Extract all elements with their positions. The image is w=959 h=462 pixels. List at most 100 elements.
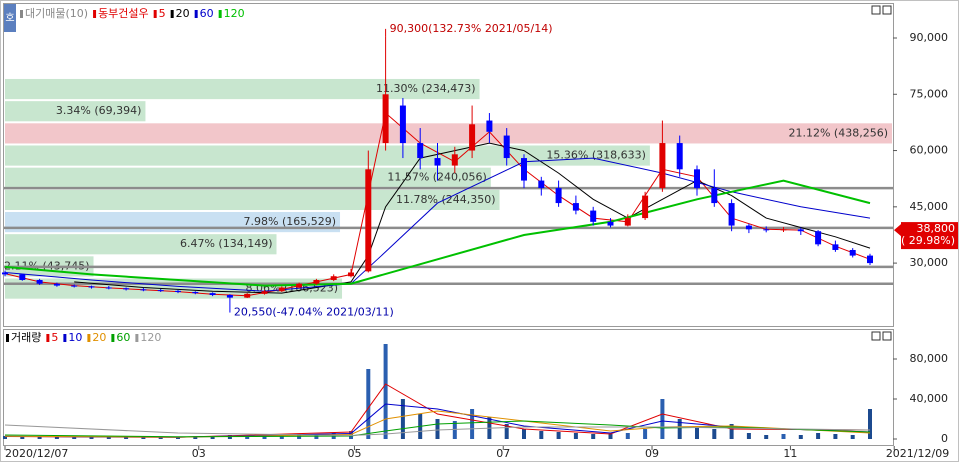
volume-bar xyxy=(573,433,578,439)
volume-bar xyxy=(279,435,284,439)
legend-label: 20 xyxy=(92,331,106,344)
legend-label: 5 xyxy=(51,331,58,344)
candle-body xyxy=(399,105,406,144)
candle-body xyxy=(330,276,337,280)
volume-bar xyxy=(210,436,215,439)
legend-label: 동부건설우 xyxy=(98,7,149,20)
pane-button[interactable] xyxy=(882,5,892,15)
candle-body xyxy=(451,154,458,166)
candle-body xyxy=(382,94,389,144)
pane-button[interactable] xyxy=(882,331,892,341)
volume-bar xyxy=(798,435,803,439)
candle-body xyxy=(590,210,597,222)
candle-body xyxy=(71,285,78,287)
profile-bar xyxy=(5,189,500,210)
x-tick-label: 2020/12/07 xyxy=(5,447,68,460)
profile-bar xyxy=(5,78,480,100)
candle-body xyxy=(780,229,787,231)
candle-body xyxy=(728,203,735,226)
candle-body xyxy=(2,272,8,275)
candle-body xyxy=(815,231,822,245)
y-tick-label: 90,000 xyxy=(910,31,949,44)
pane-button[interactable] xyxy=(871,5,881,15)
candle-body xyxy=(36,279,43,284)
candle-body xyxy=(676,143,683,170)
x-tick-label: 05 xyxy=(347,447,361,460)
profile-label: 21.12% (438,256) xyxy=(788,126,888,139)
volume-bar xyxy=(124,437,129,439)
volume-bar xyxy=(245,436,250,439)
profile-bar xyxy=(5,234,277,255)
volume-bar xyxy=(383,344,388,439)
legend-label: 5 xyxy=(159,7,166,20)
profile-bar xyxy=(5,123,892,144)
candle-body xyxy=(867,255,873,264)
candle-body xyxy=(832,244,839,250)
pane-button[interactable] xyxy=(871,331,881,341)
legend-label: 10 xyxy=(68,331,82,344)
candle-body xyxy=(694,169,700,189)
legends: 대기매물(10) 동부건설우 5 20 60 120 거래량 5 10 20 60 120 xyxy=(6,7,245,344)
candle-body xyxy=(469,124,476,151)
legend-swatch xyxy=(153,10,157,18)
vol-tick-label: 80,000 xyxy=(910,352,949,365)
legend-label: 120 xyxy=(140,331,161,344)
candle-body xyxy=(607,221,614,226)
volume-ma-line xyxy=(4,410,871,438)
profile-bar xyxy=(5,101,146,122)
current-price: 38,800 xyxy=(917,222,956,235)
profile-label: 3.34% (69,394) xyxy=(56,104,142,117)
annotation: 20,550(-47.04% 2021/03/11) xyxy=(234,306,394,319)
candle-body xyxy=(486,120,493,132)
profile-label: 6.47% (134,149) xyxy=(180,237,273,250)
candle-body xyxy=(123,288,130,290)
y-tick-label: 30,000 xyxy=(910,256,949,269)
candle-body xyxy=(624,218,631,226)
candle-body xyxy=(175,290,181,292)
legend-swatch xyxy=(170,10,174,18)
x-tick-label: 03 xyxy=(192,447,206,460)
volume-bar xyxy=(141,437,146,439)
legend-label: 120 xyxy=(224,7,245,20)
candle-body xyxy=(555,188,562,204)
legend-label: 대기매물(10) xyxy=(25,7,88,20)
candle-body xyxy=(711,188,718,204)
volume-bar xyxy=(729,424,734,439)
legend-swatch xyxy=(218,10,222,18)
candle-body xyxy=(296,283,303,288)
volume-bar xyxy=(833,434,838,439)
candle-body xyxy=(417,143,424,159)
candle-body xyxy=(209,293,216,295)
side-tab[interactable] xyxy=(4,4,16,32)
volume-bar xyxy=(781,434,786,439)
x-tick-label: 07 xyxy=(496,447,510,460)
current-price-box xyxy=(901,222,958,250)
volume-bar xyxy=(435,419,440,439)
volume-bar xyxy=(158,437,163,439)
candle-body xyxy=(572,203,579,211)
legend-swatch xyxy=(93,10,97,18)
legend-swatch xyxy=(63,334,67,342)
y-tick-label: 75,000 xyxy=(910,87,949,100)
volume-bar xyxy=(868,409,872,439)
candle-body xyxy=(503,135,510,159)
volume-bar xyxy=(262,435,267,439)
volume-bar xyxy=(660,399,665,439)
volume-bar xyxy=(556,432,561,439)
candle-body xyxy=(365,169,372,272)
candle-body xyxy=(157,290,164,292)
y-tick-label: 45,000 xyxy=(910,200,949,213)
volume-bar xyxy=(314,435,319,439)
candle-body xyxy=(348,272,354,277)
volume-bar xyxy=(366,369,371,439)
legend-swatch xyxy=(87,334,91,342)
y-tick-label: 60,000 xyxy=(910,144,949,157)
legend-swatch xyxy=(111,334,115,342)
candle-body xyxy=(261,291,268,294)
side-tab-label: 호 xyxy=(5,12,14,24)
x-tick-label: 2021/12/09 xyxy=(886,447,949,460)
candle-body xyxy=(434,158,441,166)
price-pane xyxy=(3,3,894,327)
